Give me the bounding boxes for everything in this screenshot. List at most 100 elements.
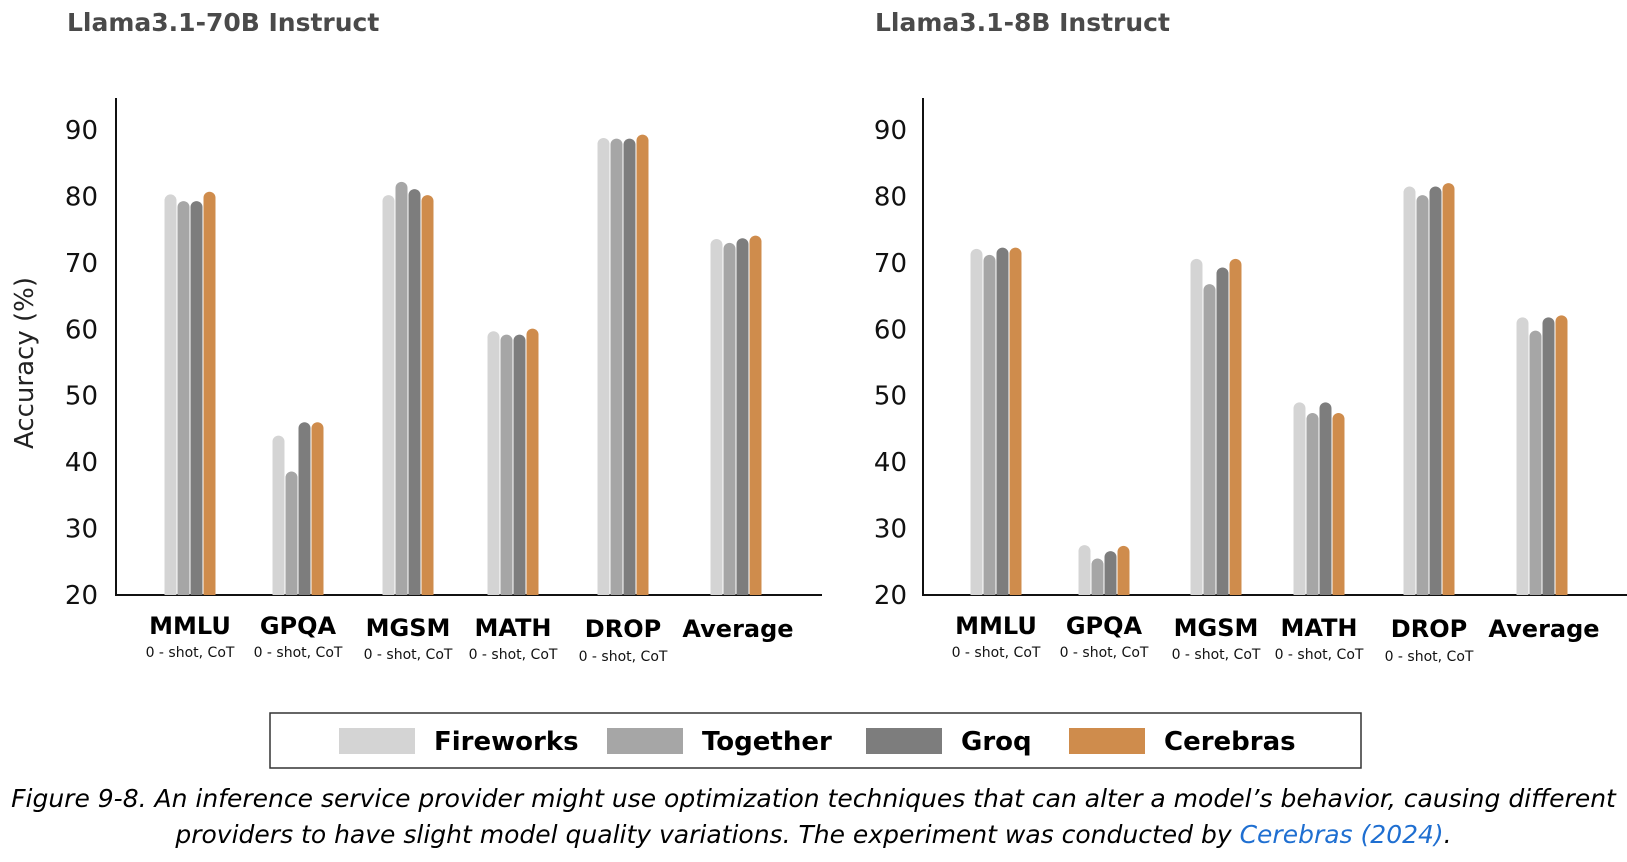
bar-groq-mmlu <box>190 201 203 595</box>
bar-together-mmlu <box>177 201 190 595</box>
bar-groq-math <box>513 334 526 595</box>
legend-swatch-groq <box>866 728 942 754</box>
x-category-label: DROP <box>1391 615 1467 643</box>
bar-together-gpqa <box>285 471 298 595</box>
x-category-label: GPQA <box>1066 612 1143 640</box>
figure: Accuracy (%) Llama3.1-70B Instruct 20 30 4… <box>10 8 1627 769</box>
bar-together-drop <box>610 138 623 595</box>
bar-together-mgsm <box>395 181 408 596</box>
bar-fireworks-mgsm <box>1190 258 1203 595</box>
y-tick-label: 50 <box>65 382 98 412</box>
x-category-subtitle: 0 - shot, CoT <box>254 645 343 661</box>
bar-groq-mgsm <box>1216 267 1229 595</box>
bar-groq-average <box>736 238 749 596</box>
chart-llama-70b: Llama3.1-70B Instruct 20 30 40 50 60 70 80 90 MM… <box>65 8 822 665</box>
y-tick-label: 90 <box>65 116 98 146</box>
y-axis-label: Accuracy (%) <box>10 277 40 449</box>
x-category-label: Average <box>1488 615 1599 643</box>
x-category-subtitle: 0 - shot, CoT <box>1275 647 1364 663</box>
x-category-subtitle: 0 - shot, CoT <box>952 645 1041 661</box>
y-tick-label: 70 <box>65 249 98 279</box>
x-category-label: MMLU <box>955 612 1037 640</box>
y-tick-label: 60 <box>874 315 907 345</box>
x-category-label: MGSM <box>366 614 451 642</box>
x-category-subtitle: 0 - shot, CoT <box>579 649 668 665</box>
bar-groq-drop <box>623 138 636 595</box>
x-category-label: DROP <box>585 615 661 643</box>
bar-fireworks-average <box>1516 317 1529 595</box>
bar-groq-math <box>1319 402 1332 595</box>
bar-together-average <box>723 242 736 595</box>
bar-fireworks-drop <box>1403 186 1416 595</box>
y-tick-label: 20 <box>874 581 907 611</box>
bar-groq-gpqa <box>298 422 311 595</box>
y-tick-label: 80 <box>65 182 98 212</box>
y-tick-label: 40 <box>874 448 907 478</box>
y-tick-label: 90 <box>874 116 907 146</box>
x-category-label: MATH <box>474 614 551 642</box>
x-category-subtitle: 0 - shot, CoT <box>364 647 453 663</box>
bar-fireworks-mmlu <box>164 194 177 595</box>
y-tick-label: 40 <box>65 448 98 478</box>
legend-swatch-fireworks <box>339 728 415 754</box>
x-category-subtitle: 0 - shot, CoT <box>469 647 558 663</box>
bar-fireworks-mgsm <box>382 195 395 595</box>
x-category-label: MATH <box>1280 614 1357 642</box>
x-category-label: Average <box>682 615 793 643</box>
bar-fireworks-gpqa <box>1078 545 1091 595</box>
bar-cerebras-mmlu <box>203 191 216 596</box>
caption-end: . <box>1443 820 1452 849</box>
y-tick-label: 20 <box>65 581 98 611</box>
bar-cerebras-mmlu <box>1009 247 1022 595</box>
legend-label-together: Together <box>702 727 832 757</box>
bar-cerebras-gpqa <box>1117 545 1130 595</box>
x-category-subtitle: 0 - shot, CoT <box>146 645 235 661</box>
chart-title: Llama3.1-8B Instruct <box>875 8 1170 37</box>
bar-together-gpqa <box>1091 558 1104 595</box>
caption-link[interactable]: Cerebras (2024) <box>1239 820 1444 849</box>
bar-together-drop <box>1416 195 1429 595</box>
bar-together-math <box>1306 412 1319 595</box>
x-category-label: MGSM <box>1174 614 1259 642</box>
bar-fireworks-math <box>487 331 500 595</box>
caption-text: Figure 9-8. An inference service provide… <box>11 784 1616 849</box>
legend-frame <box>269 712 1362 769</box>
bar-groq-gpqa <box>1104 551 1117 595</box>
figure-caption: Figure 9-8. An inference service provide… <box>0 781 1627 853</box>
legend-swatch-together <box>607 728 683 754</box>
legend-swatch-cerebras <box>1069 728 1145 754</box>
y-tick-label: 30 <box>874 515 907 545</box>
bar-groq-drop <box>1429 186 1442 595</box>
bar-fireworks-mmlu <box>970 248 983 595</box>
chart-llama-8b: Llama3.1-8B Instruct 20 30 40 50 60 70 80 90 MML… <box>874 8 1627 665</box>
bar-together-mmlu <box>983 254 996 595</box>
x-category-subtitle: 0 - shot, CoT <box>1060 645 1149 661</box>
bar-cerebras-math <box>526 328 539 595</box>
bar-cerebras-mgsm <box>421 195 434 595</box>
x-category-label: GPQA <box>260 612 337 640</box>
legend-label-fireworks: Fireworks <box>434 727 579 757</box>
bar-groq-mmlu <box>996 247 1009 595</box>
x-category-subtitle: 0 - shot, CoT <box>1172 647 1261 663</box>
legend-label-cerebras: Cerebras <box>1164 727 1296 757</box>
bar-cerebras-drop <box>636 134 649 595</box>
bar-cerebras-average <box>1555 315 1568 595</box>
bar-cerebras-mgsm <box>1229 258 1242 595</box>
legend-label-groq: Groq <box>961 727 1032 757</box>
bar-fireworks-gpqa <box>272 435 285 595</box>
bar-together-mgsm <box>1203 284 1216 595</box>
bar-together-average <box>1529 330 1542 595</box>
bar-cerebras-drop <box>1442 183 1455 595</box>
bar-cerebras-gpqa <box>311 422 324 595</box>
y-tick-label: 80 <box>874 182 907 212</box>
bar-fireworks-math <box>1293 402 1306 595</box>
bar-fireworks-drop <box>597 137 610 595</box>
y-tick-label: 60 <box>65 315 98 345</box>
bar-together-math <box>500 334 513 595</box>
bar-fireworks-average <box>710 238 723 595</box>
bar-groq-average <box>1542 317 1555 595</box>
y-tick-label: 30 <box>65 515 98 545</box>
chart-title: Llama3.1-70B Instruct <box>67 8 379 37</box>
y-tick-label: 50 <box>874 382 907 412</box>
bar-cerebras-math <box>1332 412 1345 595</box>
